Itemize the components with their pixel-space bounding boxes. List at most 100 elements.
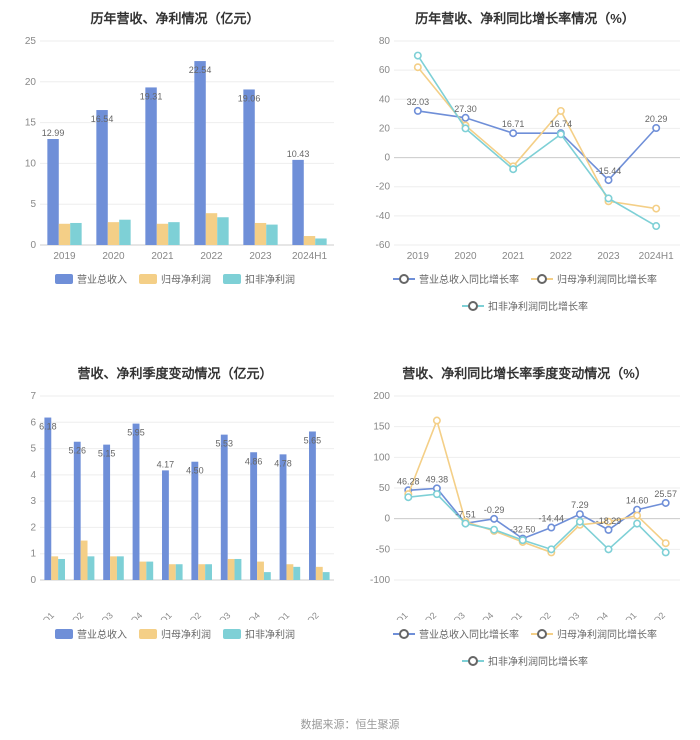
- legend-label: 扣非净利润: [245, 626, 295, 641]
- svg-text:7: 7: [30, 391, 36, 402]
- panel-quarter-revenue: 营收、净利季度变动情况（亿元） 012345672022Q16.182022Q2…: [0, 355, 350, 710]
- svg-text:5.15: 5.15: [98, 449, 116, 459]
- svg-text:40: 40: [379, 94, 391, 105]
- panel-quarter-growth: 营收、净利同比增长率季度变动情况（%） -100-500501001502002…: [350, 355, 700, 710]
- legend-item: 归母净利润同比增长率: [531, 271, 657, 286]
- svg-text:-7.51: -7.51: [455, 509, 476, 519]
- legend-swatch: [139, 274, 157, 284]
- legend-item: 扣非净利润同比增长率: [462, 653, 588, 668]
- svg-text:5.26: 5.26: [68, 446, 86, 456]
- svg-text:5.95: 5.95: [127, 428, 145, 438]
- svg-text:2022Q4: 2022Q4: [466, 610, 496, 620]
- svg-text:2024Q2: 2024Q2: [637, 610, 667, 620]
- legend-line-icon: [462, 660, 484, 662]
- svg-text:2022Q3: 2022Q3: [85, 610, 115, 620]
- svg-text:0: 0: [384, 514, 390, 525]
- svg-text:-40: -40: [376, 211, 391, 222]
- svg-text:2024H1: 2024H1: [639, 251, 674, 262]
- svg-text:-100: -100: [370, 575, 390, 586]
- legend-line-icon: [531, 278, 553, 280]
- legend-item: 扣非净利润: [223, 271, 295, 286]
- legend-label: 扣非净利润同比增长率: [488, 653, 588, 668]
- chart2-title: 历年营收、净利同比增长率情况（%）: [360, 8, 690, 27]
- svg-text:0: 0: [30, 240, 36, 251]
- svg-text:2024H1: 2024H1: [292, 251, 327, 262]
- legend-label: 营业总收入: [77, 271, 127, 286]
- svg-text:80: 80: [379, 36, 391, 47]
- svg-text:-15.44: -15.44: [596, 166, 622, 176]
- svg-text:5: 5: [30, 199, 36, 210]
- svg-text:5.53: 5.53: [215, 439, 233, 449]
- svg-text:2022: 2022: [200, 251, 223, 262]
- legend-item: 营业总收入同比增长率: [393, 626, 519, 641]
- legend-swatch: [139, 629, 157, 639]
- svg-text:-60: -60: [376, 240, 391, 251]
- svg-text:5: 5: [30, 444, 36, 455]
- svg-text:4.78: 4.78: [274, 458, 292, 468]
- svg-text:2024Q1: 2024Q1: [262, 610, 292, 620]
- svg-text:2021: 2021: [151, 251, 174, 262]
- svg-text:25: 25: [25, 36, 37, 47]
- chart4-title: 营收、净利同比增长率季度变动情况（%）: [360, 363, 690, 382]
- chart3-legend: 营业总收入 归母净利润 扣非净利润: [10, 626, 340, 641]
- legend-line-icon: [393, 633, 415, 635]
- legend-label: 归母净利润同比增长率: [557, 626, 657, 641]
- svg-text:19.06: 19.06: [238, 93, 261, 103]
- svg-text:16.71: 16.71: [502, 119, 525, 129]
- legend-line-icon: [462, 305, 484, 307]
- chart1-legend: 营业总收入 归母净利润扣非净利润: [10, 271, 340, 286]
- legend-item: 归母净利润: [139, 271, 211, 286]
- svg-text:4.50: 4.50: [186, 466, 204, 476]
- svg-text:150: 150: [373, 422, 390, 433]
- svg-text:6: 6: [30, 417, 36, 428]
- svg-text:2022Q2: 2022Q2: [409, 610, 439, 620]
- chart4-legend: 营业总收入同比增长率 归母净利润同比增长率扣非净利润同比增长率: [360, 626, 690, 668]
- svg-text:2: 2: [30, 522, 36, 533]
- svg-text:2023Q2: 2023Q2: [523, 610, 553, 620]
- svg-text:25.57: 25.57: [654, 489, 677, 499]
- svg-text:2023Q3: 2023Q3: [203, 610, 233, 620]
- svg-text:0: 0: [384, 153, 390, 164]
- svg-text:2022Q2: 2022Q2: [56, 610, 86, 620]
- panel-annual-growth: 历年营收、净利同比增长率情况（%） -60-40-200204060802019…: [350, 0, 700, 355]
- legend-label: 归母净利润: [161, 271, 211, 286]
- svg-text:1: 1: [30, 549, 36, 560]
- svg-text:2023: 2023: [249, 251, 272, 262]
- svg-text:16.54: 16.54: [91, 114, 114, 124]
- chart1-title: 历年营收、净利情况（亿元）: [10, 8, 340, 27]
- svg-text:4.17: 4.17: [157, 459, 175, 469]
- svg-text:2020: 2020: [102, 251, 125, 262]
- data-source-footer: 数据来源：恒生聚源: [0, 710, 700, 740]
- svg-text:15: 15: [25, 118, 37, 129]
- svg-text:16.74: 16.74: [550, 119, 573, 129]
- svg-text:2023Q4: 2023Q4: [232, 610, 262, 620]
- legend-item: 归母净利润同比增长率: [531, 626, 657, 641]
- svg-text:100: 100: [373, 452, 390, 463]
- svg-text:4.86: 4.86: [245, 456, 263, 466]
- svg-text:10.43: 10.43: [287, 149, 310, 159]
- chart2-area: -60-40-200204060802019202020212022202320…: [360, 35, 690, 265]
- svg-text:2023Q4: 2023Q4: [580, 610, 610, 620]
- svg-text:10: 10: [25, 158, 37, 169]
- svg-text:2022Q4: 2022Q4: [115, 610, 145, 620]
- panel-annual-revenue: 历年营收、净利情况（亿元） 0510152025201912.99202016.…: [0, 0, 350, 355]
- svg-text:2023: 2023: [597, 251, 620, 262]
- svg-text:19.31: 19.31: [140, 91, 163, 101]
- svg-text:2023Q1: 2023Q1: [144, 610, 174, 620]
- legend-label: 营业总收入同比增长率: [419, 271, 519, 286]
- legend-label: 归母净利润: [161, 626, 211, 641]
- svg-text:46.28: 46.28: [397, 476, 420, 486]
- chart3-area: 012345672022Q16.182022Q25.262022Q35.1520…: [10, 390, 340, 620]
- legend-item: 扣非净利润: [223, 626, 295, 641]
- svg-text:2023Q1: 2023Q1: [494, 610, 524, 620]
- svg-text:2021: 2021: [502, 251, 525, 262]
- svg-text:2024Q2: 2024Q2: [291, 610, 321, 620]
- svg-text:0: 0: [30, 575, 36, 586]
- svg-text:2020: 2020: [454, 251, 477, 262]
- legend-item: 营业总收入: [55, 626, 127, 641]
- legend-item: 扣非净利润同比增长率: [462, 298, 588, 313]
- legend-swatch: [223, 629, 241, 639]
- svg-text:2022Q1: 2022Q1: [380, 610, 410, 620]
- svg-text:2022Q1: 2022Q1: [26, 610, 56, 620]
- svg-text:-0.29: -0.29: [484, 505, 505, 515]
